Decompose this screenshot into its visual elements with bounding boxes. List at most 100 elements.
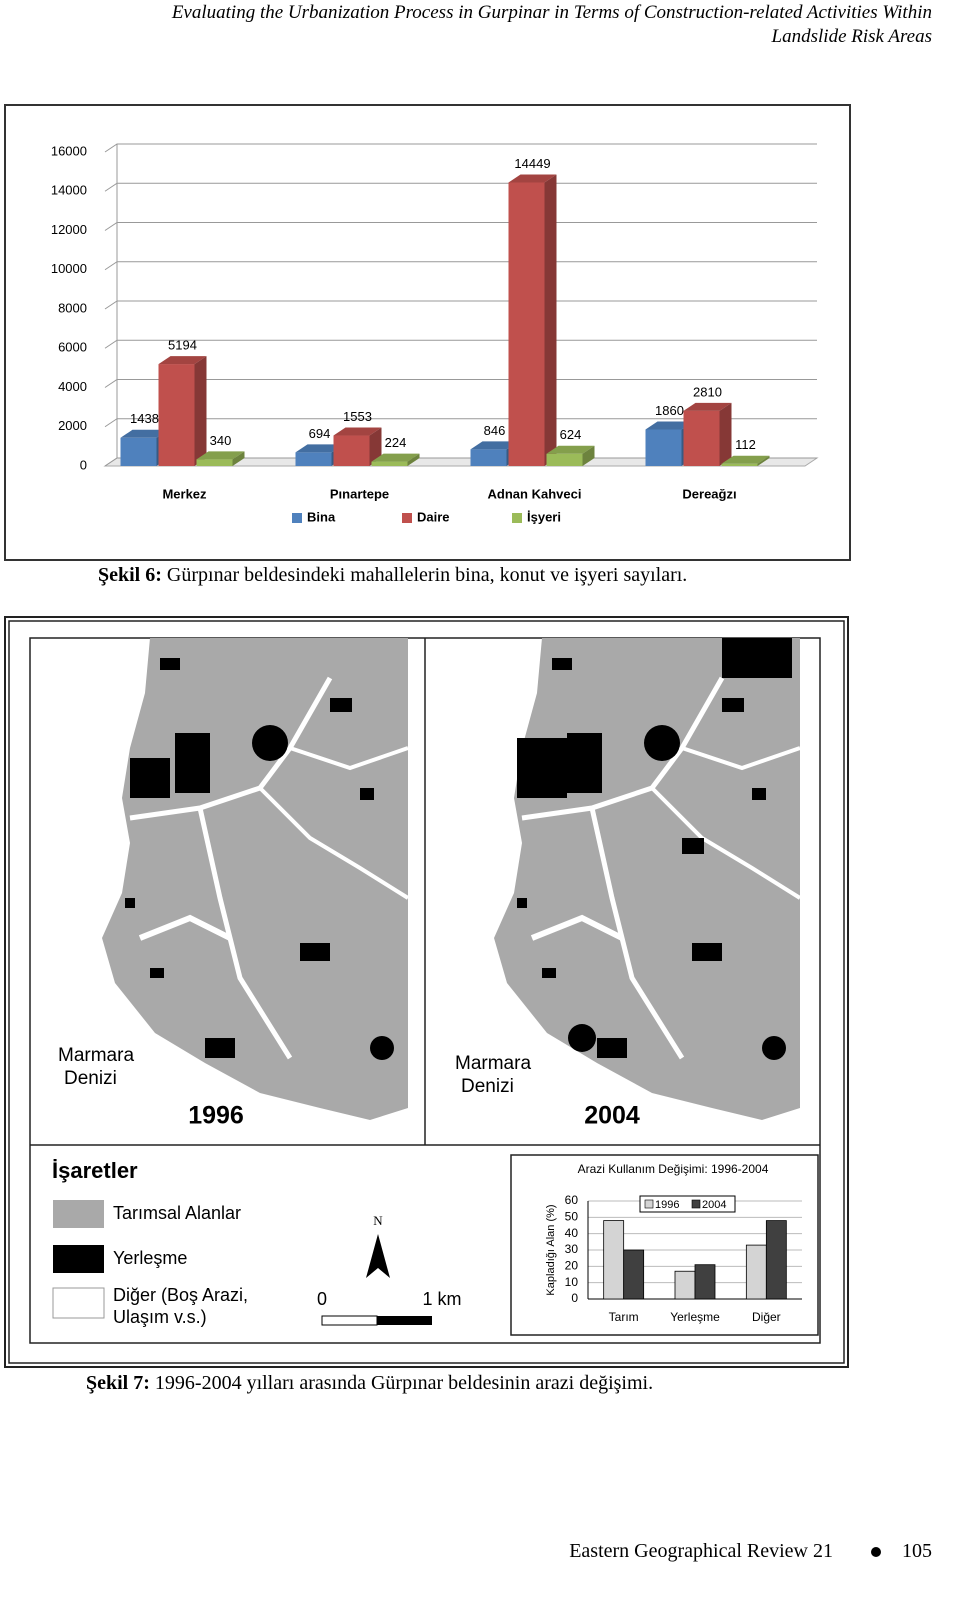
caption-text: 1996-2004 yılları arasında Gürpınar beld… xyxy=(154,1372,654,1394)
grid-line xyxy=(104,143,817,153)
bar xyxy=(765,1220,787,1300)
bar xyxy=(158,356,207,466)
legend-swatch xyxy=(691,1199,701,1209)
figure-frame xyxy=(4,104,851,561)
inset-title: Arazi Kullanım Değişimi: 1996-2004 xyxy=(578,1162,769,1176)
bar-top xyxy=(546,445,595,454)
bar-top xyxy=(333,427,382,436)
x-tick-label: Dereağzı xyxy=(682,486,736,501)
grid-line xyxy=(104,418,817,428)
grid-line xyxy=(104,222,817,231)
grid-line xyxy=(104,379,817,388)
caption: Şekil 6: Gürpınar beldesindeki mahallele… xyxy=(98,564,687,587)
bar-side xyxy=(582,445,595,466)
data-label: 224 xyxy=(385,435,407,450)
bar-front xyxy=(333,435,370,466)
legend-swatch xyxy=(512,513,522,523)
journal-name: Eastern Geographical Review 21 xyxy=(569,1540,833,1562)
y-axis-title: Kapladığı Alan (%) xyxy=(545,1204,557,1295)
legend-label: 2004 xyxy=(702,1199,726,1211)
bar-top xyxy=(645,421,694,430)
bar-front xyxy=(683,410,720,466)
bar-front xyxy=(645,429,682,466)
bar xyxy=(333,427,382,466)
data-label: 1553 xyxy=(343,409,372,424)
bar xyxy=(196,451,245,466)
bar-front xyxy=(470,449,507,466)
y-tick-label: 60 xyxy=(565,1193,579,1207)
bar-top xyxy=(371,453,420,462)
bar-side xyxy=(194,356,207,466)
bar-front xyxy=(508,182,545,466)
data-label: 1438 xyxy=(130,411,159,426)
bar xyxy=(371,453,420,466)
bar-top xyxy=(295,444,344,453)
caption-text: Gürpınar beldesindeki mahallelerin bina,… xyxy=(166,564,688,586)
bar-top xyxy=(120,429,169,438)
legend-swatch xyxy=(292,513,302,523)
north-arrow xyxy=(366,1234,390,1278)
y-tick-label: 4000 xyxy=(58,379,87,394)
bar xyxy=(623,1249,645,1300)
data-label: 5194 xyxy=(168,338,197,353)
x-tick-label: Adnan Kahveci xyxy=(488,486,582,501)
bar-side xyxy=(232,451,245,466)
legend-label: 1996 xyxy=(655,1199,679,1211)
data-label: 624 xyxy=(560,427,582,442)
running-header: Landslide Risk Areas xyxy=(771,26,932,47)
separator-bullet xyxy=(871,1547,881,1557)
y-tick-label: 50 xyxy=(565,1210,579,1224)
x-tick-label: Tarım xyxy=(609,1310,639,1324)
caption: Şekil 7: 1996-2004 yılları arasında Gürp… xyxy=(86,1372,653,1395)
data-label: 14449 xyxy=(514,156,550,171)
legend-title: İşaretler xyxy=(52,1158,138,1183)
bar-side xyxy=(407,453,420,466)
data-label: 846 xyxy=(484,423,506,438)
grid-line xyxy=(104,300,817,310)
sea-label: Denizi xyxy=(461,1076,514,1097)
bar-side xyxy=(369,427,382,466)
figure-frame xyxy=(8,620,845,1364)
data-label: 2810 xyxy=(693,384,722,399)
y-tick-label: 40 xyxy=(565,1226,579,1240)
y-tick-label: 0 xyxy=(571,1291,578,1305)
figure-7: MarmaraDenizi1996MarmaraDenizi2004İşaret… xyxy=(4,616,849,1368)
y-tick-label: 12000 xyxy=(51,222,87,237)
bar-front xyxy=(158,364,195,466)
x-tick-label: Diğer xyxy=(752,1310,781,1324)
bar xyxy=(721,455,770,466)
legend-label: Ulaşım v.s.) xyxy=(113,1307,207,1327)
running-header: Evaluating the Urbanization Process in G… xyxy=(171,2,932,23)
data-label: 1860 xyxy=(655,403,684,418)
legend-swatch xyxy=(402,513,412,523)
y-tick-label: 0 xyxy=(80,457,87,472)
sea-label: Marmara xyxy=(58,1045,134,1066)
legend-swatch xyxy=(53,1200,104,1228)
bar-front xyxy=(546,453,583,466)
grid-line xyxy=(104,339,817,349)
y-tick-label: 6000 xyxy=(58,340,87,355)
legend-label: İşyeri xyxy=(527,509,561,524)
settlement-growth xyxy=(517,638,792,1052)
legend-swatch xyxy=(53,1245,104,1273)
bar-front xyxy=(371,461,408,466)
bar xyxy=(745,1244,767,1300)
y-tick-label: 30 xyxy=(565,1242,579,1256)
bar xyxy=(508,174,557,466)
figure-6: 0 2000 4000 6000 8000 10000 12000 14000 16000 Mer… xyxy=(4,104,851,561)
y-tick-label: 2000 xyxy=(58,418,87,433)
scale-bar xyxy=(321,1315,378,1326)
bar-side xyxy=(757,455,770,466)
bar-side xyxy=(544,174,557,466)
legend-swatch xyxy=(644,1199,654,1209)
legend-label: Daire xyxy=(417,509,450,524)
sea-label: Denizi xyxy=(64,1068,117,1089)
bar-front xyxy=(295,452,332,466)
bar xyxy=(546,445,595,466)
legend-box xyxy=(639,1195,736,1213)
x-tick-label: Pınartepe xyxy=(330,486,389,501)
y-tick-label: 8000 xyxy=(58,300,87,315)
bar-top xyxy=(196,451,245,460)
bar xyxy=(674,1270,696,1300)
